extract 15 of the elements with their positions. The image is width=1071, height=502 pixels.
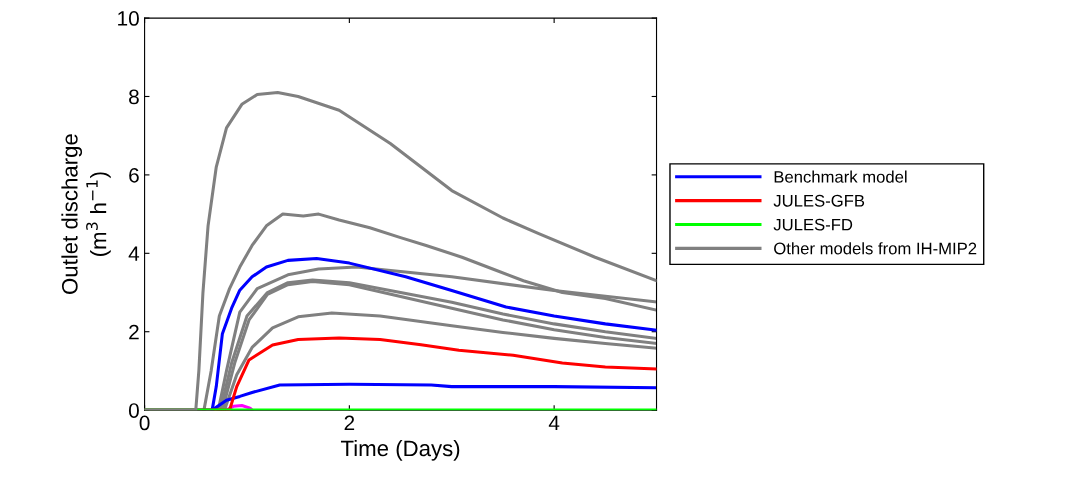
- y-tick-label: 0: [128, 403, 139, 418]
- y-tick-label: 4: [128, 246, 140, 261]
- y-axis-title: Outlet discharge (m$^{3}$ h$^{−1}$): [61, 134, 111, 294]
- legend-label: JULES-GFB: [773, 194, 865, 207]
- y-tick-label: 2: [129, 324, 139, 340]
- y-tick-label: 8: [129, 89, 139, 105]
- legend-label: Benchmark model: [774, 170, 907, 183]
- x-tick-label: 2: [344, 415, 355, 431]
- x-axis-title: Time (Days): [340, 439, 460, 461]
- legend-label: JULES-FD: [773, 218, 853, 231]
- y-tick-label: 6: [129, 167, 139, 183]
- legend-label: Other models from IH-MIP2: [774, 242, 977, 255]
- x-tick-label: 4: [548, 415, 560, 431]
- x-tick-label: 0: [139, 415, 150, 431]
- y-tick-label: 10: [118, 11, 139, 26]
